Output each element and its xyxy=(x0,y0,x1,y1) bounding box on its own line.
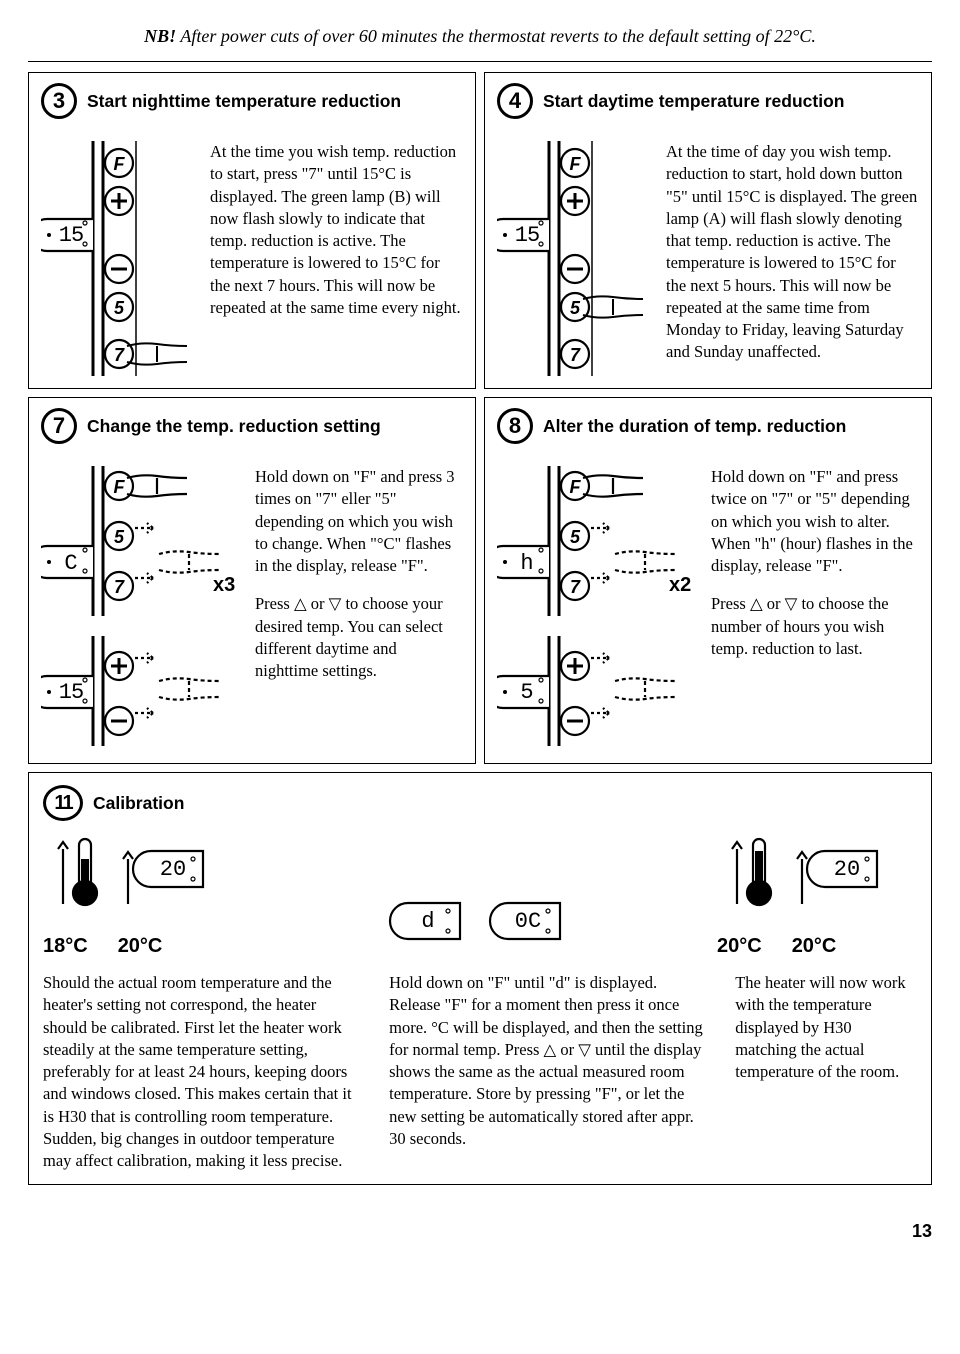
step-8: 8 Alter the duration of temp. reduction … xyxy=(484,397,932,764)
calib-temp-2b: 20°C xyxy=(792,935,837,958)
svg-text:5: 5 xyxy=(114,298,125,318)
svg-text:7: 7 xyxy=(570,577,581,597)
calib-col-2: Hold down on "F" until "d" is displayed.… xyxy=(389,972,707,1172)
svg-text:5: 5 xyxy=(114,527,125,547)
step-4-badge: 4 xyxy=(497,83,533,119)
step-3-text: At the time you wish temp. reduction to … xyxy=(210,141,463,319)
calib-temp-2a: 20°C xyxy=(717,935,762,958)
calib-col-3: The heater will now work with the temper… xyxy=(735,972,917,1172)
svg-text:5: 5 xyxy=(520,680,533,705)
svg-text:C: C xyxy=(64,551,77,576)
svg-text:h: h xyxy=(520,551,533,576)
svg-text:F: F xyxy=(114,477,126,497)
step-11-title: Calibration xyxy=(93,793,184,814)
step-7-badge: 7 xyxy=(41,408,77,444)
svg-text:15: 15 xyxy=(59,223,83,248)
svg-text:20: 20 xyxy=(834,857,860,882)
nb-note: NB! After power cuts of over 60 minutes … xyxy=(28,20,932,62)
step-7-multiplier: x3 xyxy=(213,574,235,597)
svg-text:7: 7 xyxy=(114,577,125,597)
calib-illus-left: 20 xyxy=(43,829,243,924)
step-8-illustration: F 5 7 h xyxy=(497,466,697,746)
svg-text:F: F xyxy=(114,154,126,174)
svg-text:0C: 0C xyxy=(515,909,541,934)
step-7-illustration: F 5 7 C xyxy=(41,466,241,746)
step-11: 11 Calibration 20 18°C 20° xyxy=(28,772,932,1185)
calib-illus-right: 20 xyxy=(717,829,917,924)
svg-text:7: 7 xyxy=(570,345,581,365)
step-8-multiplier: x2 xyxy=(669,574,691,597)
svg-text:5: 5 xyxy=(570,298,581,318)
step-7-title: Change the temp. reduction setting xyxy=(87,416,381,437)
step-4-text: At the time of day you wish temp. reduct… xyxy=(666,141,919,364)
step-3-illustration: F 5 7 15 xyxy=(41,141,196,376)
step-3-badge: 3 xyxy=(41,83,77,119)
step-8-badge: 8 xyxy=(497,408,533,444)
svg-text:d: d xyxy=(421,909,434,934)
calib-temp-1a: 18°C xyxy=(43,935,88,958)
row-steps-7-8: 7 Change the temp. reduction setting F 5 xyxy=(28,397,932,764)
svg-text:15: 15 xyxy=(515,223,539,248)
svg-text:7: 7 xyxy=(114,345,125,365)
calib-col-1: Should the actual room temperature and t… xyxy=(43,972,361,1172)
step-8-text1: Hold down on "F" and press twice on "7" … xyxy=(711,466,919,577)
nb-text: After power cuts of over 60 minutes the … xyxy=(176,26,816,46)
calibration-illustrations: 20 18°C 20°C d 0C xyxy=(43,829,917,958)
step-11-badge: 11 xyxy=(43,785,83,821)
step-8-title: Alter the duration of temp. reduction xyxy=(543,416,846,437)
step-4: 4 Start daytime temperature reduction F … xyxy=(484,72,932,389)
calib-illus-mid: d 0C xyxy=(380,893,580,953)
step-4-illustration: F 5 7 15 xyxy=(497,141,652,376)
svg-text:F: F xyxy=(570,154,582,174)
svg-text:15: 15 xyxy=(59,680,83,705)
svg-text:20: 20 xyxy=(160,857,186,882)
row-steps-3-4: 3 Start nighttime temperature reduction … xyxy=(28,72,932,389)
calib-temp-1b: 20°C xyxy=(118,935,163,958)
step-3: 3 Start nighttime temperature reduction … xyxy=(28,72,476,389)
nb-prefix: NB! xyxy=(144,26,176,46)
step-7-text2: Press △ or ▽ to choose your desired temp… xyxy=(255,593,463,682)
page-number: 13 xyxy=(28,1221,932,1242)
step-4-title: Start daytime temperature reduction xyxy=(543,91,844,112)
step-7-text1: Hold down on "F" and press 3 times on "7… xyxy=(255,466,463,577)
svg-text:5: 5 xyxy=(570,527,581,547)
step-7: 7 Change the temp. reduction setting F 5 xyxy=(28,397,476,764)
step-3-title: Start nighttime temperature reduction xyxy=(87,91,401,112)
svg-text:F: F xyxy=(570,477,582,497)
step-8-text2: Press △ or ▽ to choose the number of hou… xyxy=(711,593,919,660)
